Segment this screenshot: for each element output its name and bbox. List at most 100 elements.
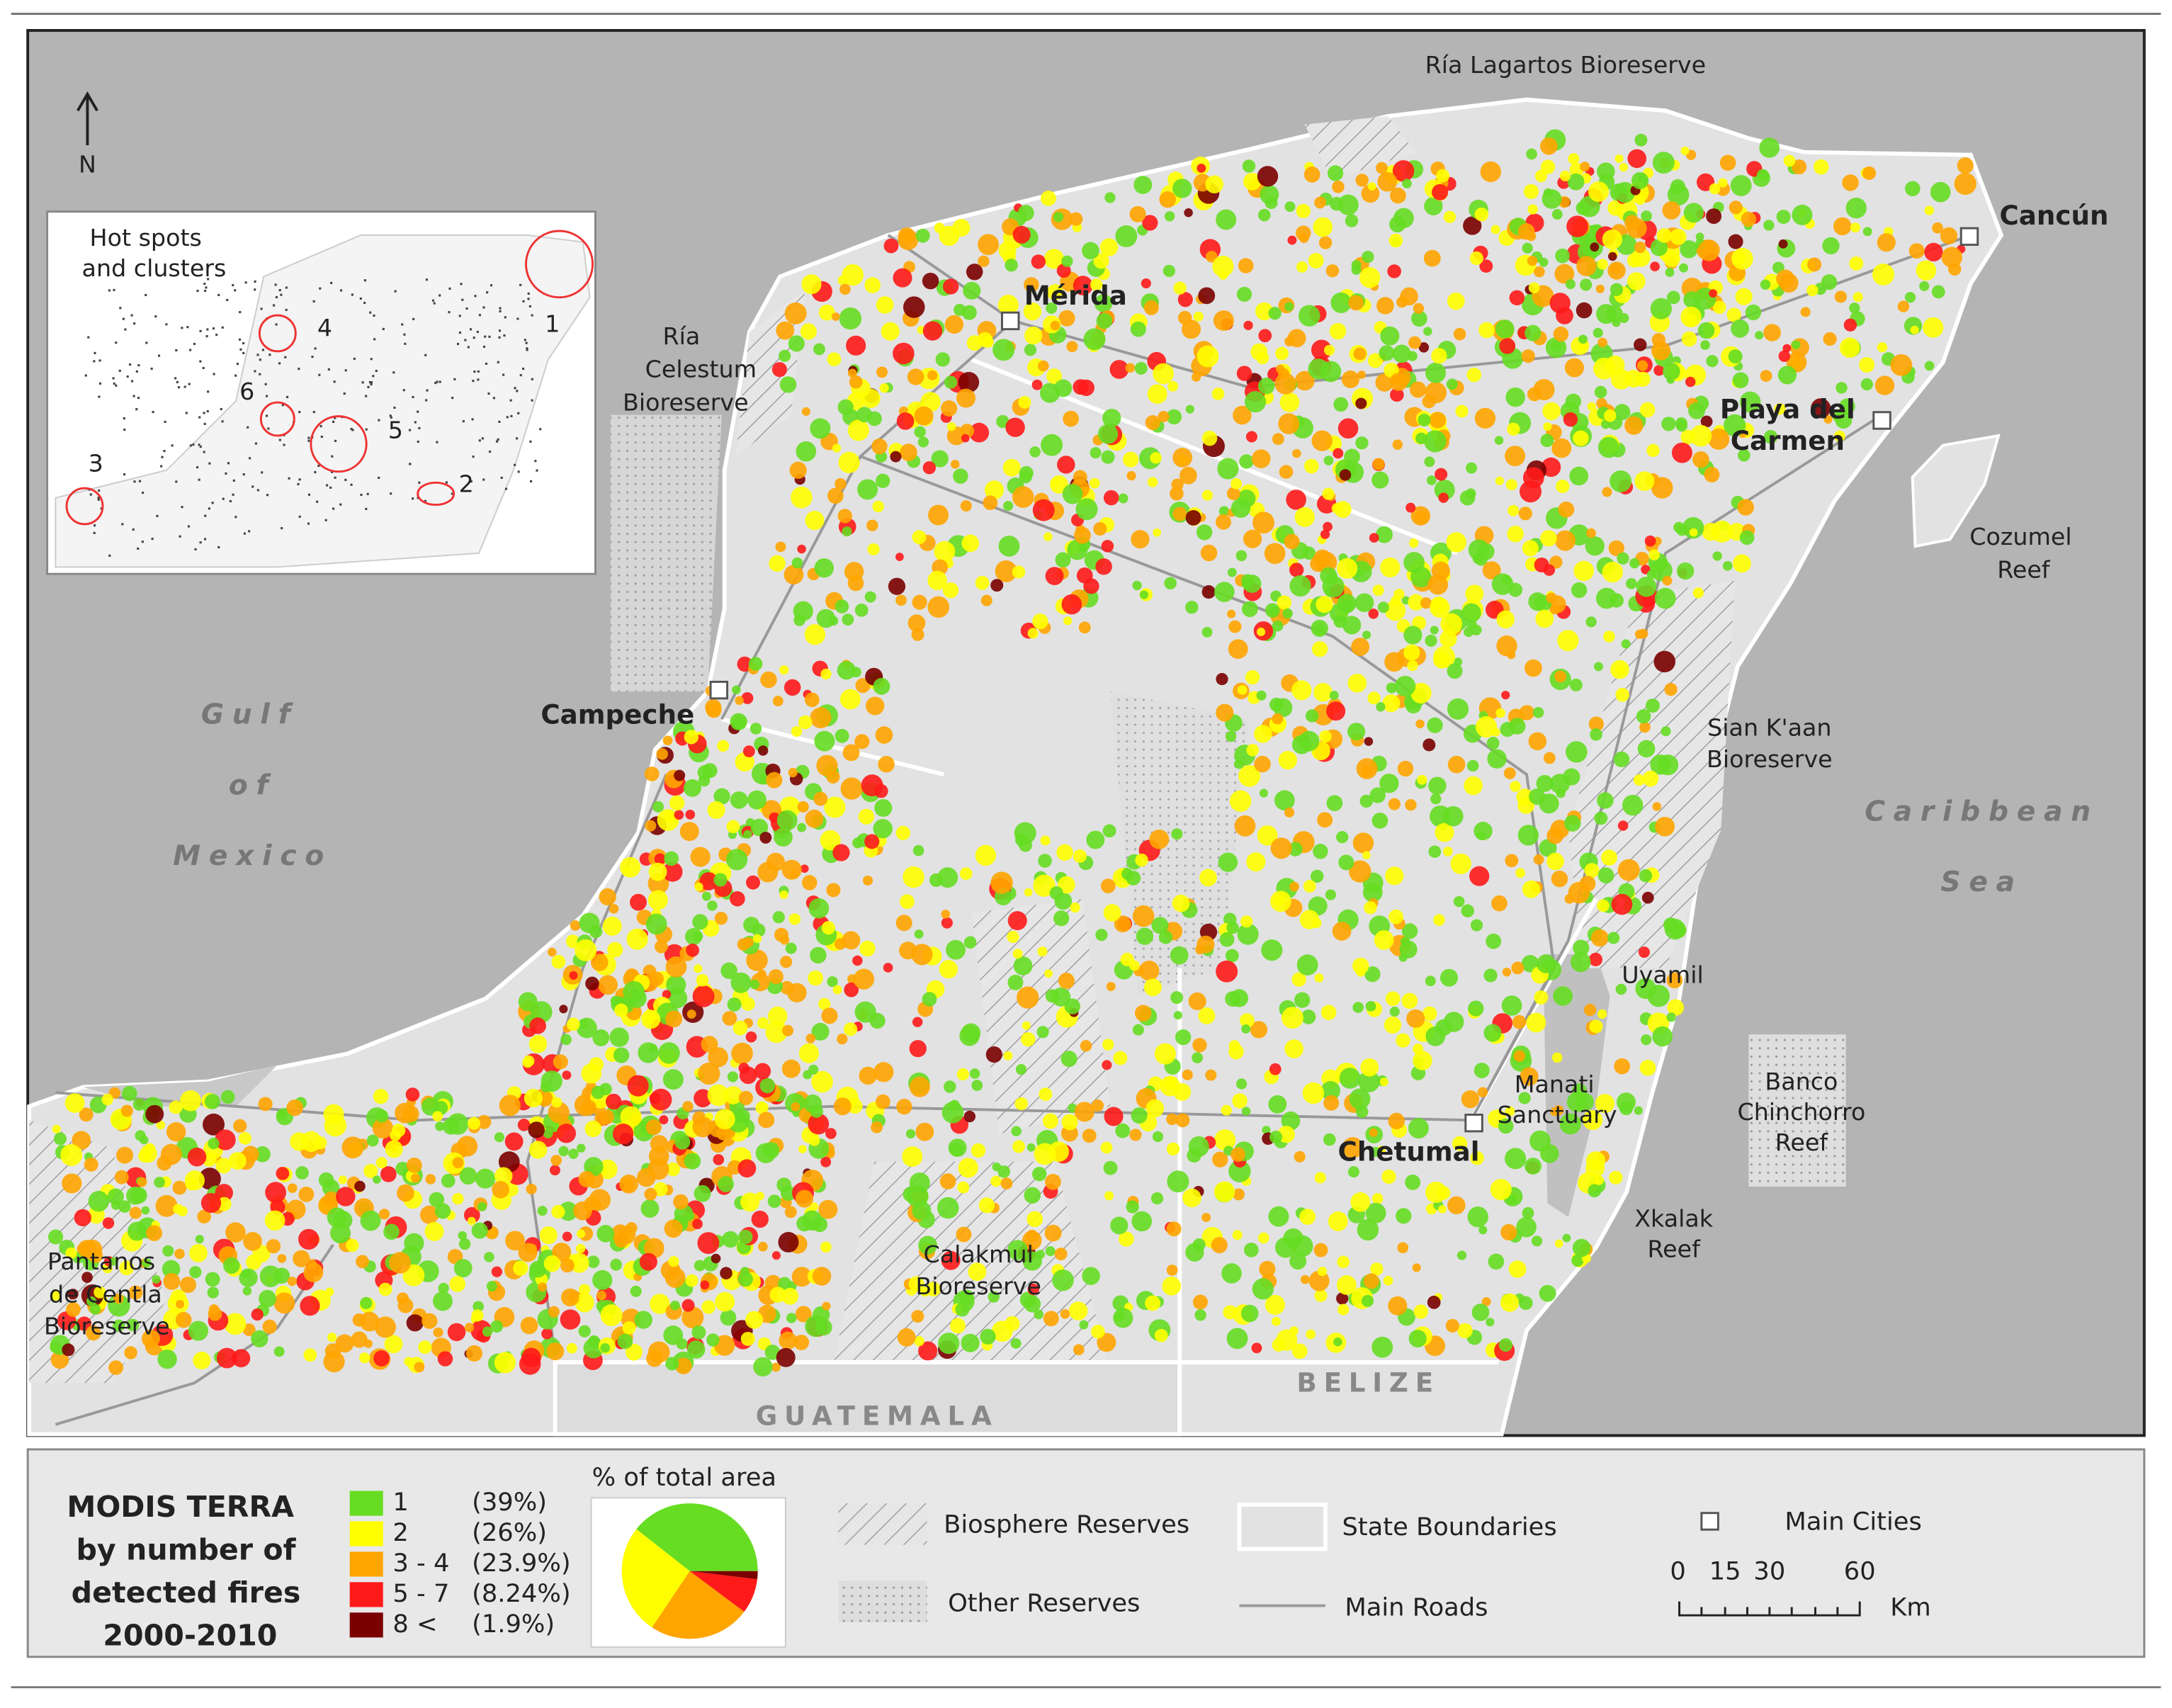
fire-blob xyxy=(1584,863,1600,878)
fire-blob xyxy=(701,1300,715,1314)
fire-blob xyxy=(1425,1026,1446,1046)
fire-blob xyxy=(1510,781,1521,792)
fire-blob xyxy=(155,1194,178,1217)
fire-blob xyxy=(65,1247,77,1260)
fire-blob xyxy=(801,274,822,295)
fire-blob xyxy=(1237,685,1248,695)
fire-blob xyxy=(1216,703,1234,722)
fire-blob xyxy=(960,500,972,512)
fire-blob xyxy=(425,1174,436,1184)
fire-blob xyxy=(1737,499,1754,516)
inset-dot xyxy=(314,470,317,474)
fire-blob xyxy=(779,349,791,362)
fire-blob xyxy=(1924,242,1943,261)
fire-blob xyxy=(373,1175,381,1184)
fire-blob xyxy=(952,219,971,237)
fire-blob xyxy=(560,1258,575,1273)
inset-dot xyxy=(453,378,456,380)
fire-blob xyxy=(490,1320,503,1333)
inset-dot xyxy=(283,443,285,446)
fire-blob xyxy=(162,1260,181,1279)
fire-blob xyxy=(1231,477,1243,490)
fire-blob xyxy=(1590,929,1609,947)
fire-blob xyxy=(504,1132,524,1151)
pie-slice xyxy=(652,1571,745,1639)
fire-blob xyxy=(185,1177,198,1191)
cities xyxy=(709,227,1979,1133)
fire-blob xyxy=(1272,620,1284,632)
fire-blob xyxy=(1257,1232,1269,1244)
inset-dot xyxy=(495,440,499,443)
label: 5 xyxy=(388,417,403,444)
inset-dot xyxy=(470,480,473,483)
inset-dot xyxy=(133,480,136,483)
inset-dot xyxy=(181,327,183,329)
fire-blob xyxy=(1255,302,1274,321)
fire-blob xyxy=(858,808,875,825)
fire-blob xyxy=(1369,787,1386,803)
fire-blob xyxy=(1192,1294,1209,1310)
fire-blob xyxy=(1505,446,1526,467)
fire-blob xyxy=(276,1167,290,1180)
fire-blob xyxy=(701,891,711,901)
fire-blob xyxy=(1052,1269,1074,1291)
fire-blob xyxy=(1118,493,1129,504)
fire-blob xyxy=(842,264,864,286)
fire-blob xyxy=(1482,561,1501,579)
inset-dot xyxy=(531,314,533,317)
fire-blob xyxy=(1337,1275,1357,1295)
fire-blob xyxy=(1941,247,1962,268)
fire-blob xyxy=(670,1300,680,1311)
fire-blob xyxy=(598,975,618,995)
fire-blob xyxy=(902,1146,923,1167)
inset-dot xyxy=(298,368,300,371)
fire-blob xyxy=(1392,439,1403,450)
fire-blob xyxy=(772,696,784,707)
fire-blob xyxy=(995,560,1017,582)
fire-blob xyxy=(1681,331,1697,347)
inset-dot xyxy=(108,289,111,292)
fire-blob xyxy=(1636,709,1651,724)
fire-blob xyxy=(1631,248,1651,267)
fire-blob xyxy=(866,519,878,531)
fire-blob xyxy=(494,1167,513,1185)
fire-blob xyxy=(1235,550,1248,562)
fire-blob xyxy=(1583,1003,1597,1017)
inset-dot xyxy=(526,349,528,351)
fire-blob xyxy=(566,1342,577,1354)
fire-blob xyxy=(1243,1243,1259,1257)
fire-blob xyxy=(795,1189,814,1208)
fire-blob xyxy=(758,1241,768,1252)
fire-blob xyxy=(1431,348,1447,364)
fire-blob xyxy=(1198,287,1216,305)
fire-blob xyxy=(1549,555,1563,569)
fire-blob xyxy=(1269,1063,1282,1075)
fire-blob xyxy=(1610,283,1624,296)
fire-blob xyxy=(1349,1088,1371,1110)
fire-blob xyxy=(1045,1174,1061,1190)
inset-dot xyxy=(213,373,215,375)
fire-blob xyxy=(1639,402,1656,418)
fire-blob xyxy=(1289,881,1299,892)
fire-blob xyxy=(1216,960,1238,983)
fire-blob xyxy=(864,834,880,849)
fire-blob xyxy=(1639,1059,1656,1076)
fire-blob xyxy=(740,1192,760,1212)
fire-blob xyxy=(627,1075,649,1097)
fire-blob xyxy=(1470,1151,1484,1165)
fire-blob xyxy=(1408,1330,1427,1348)
inset-dot xyxy=(394,290,397,293)
fire-blob xyxy=(963,281,981,300)
fire-blob xyxy=(1131,1211,1153,1232)
fire-blob xyxy=(1671,442,1692,463)
inset-dot xyxy=(436,441,439,443)
fire-blob xyxy=(1398,953,1408,962)
legend-class: 8 < xyxy=(392,1610,437,1639)
fire-blob xyxy=(1167,1170,1189,1193)
fire-blob xyxy=(658,1042,680,1064)
fire-blob xyxy=(1615,983,1627,995)
fire-blob xyxy=(175,1311,192,1328)
fire-blob xyxy=(1474,208,1489,222)
fire-blob xyxy=(239,1268,258,1287)
fire-blob xyxy=(517,1119,531,1131)
